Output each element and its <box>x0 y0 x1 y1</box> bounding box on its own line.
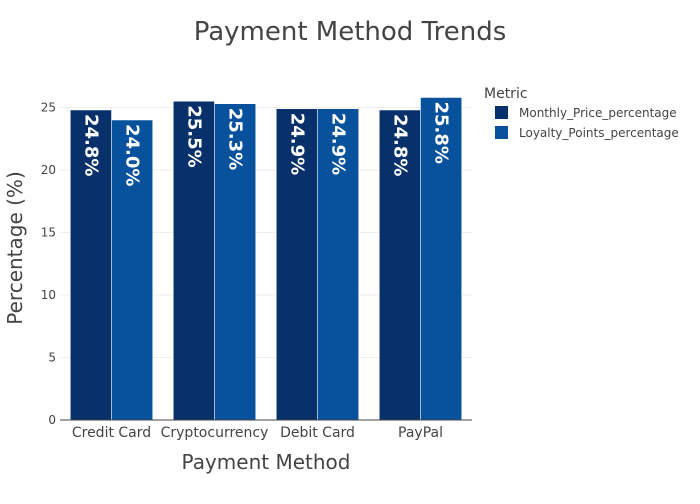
bar-value-label: 24.8% <box>389 114 410 176</box>
legend-swatch <box>495 106 508 119</box>
bar <box>276 108 318 421</box>
y-tick-label: 5 <box>48 351 56 365</box>
legend-title: Metric <box>484 86 528 102</box>
bars <box>70 97 462 421</box>
bar-value-label: 24.9% <box>286 113 307 175</box>
bar-value-label: 25.8% <box>431 102 452 164</box>
legend-item[interactable]: Monthly_Price_percentage <box>495 106 677 120</box>
bar-value-label: 24.8% <box>80 114 101 176</box>
y-tick-label: 15 <box>41 226 56 240</box>
x-axis-title: Payment Method <box>182 450 351 474</box>
bar-value-label: 25.5% <box>183 105 204 167</box>
bar <box>173 101 215 421</box>
bar-labels: 24.8% 24.0% 25.5% 25.3% 24.9% 24.9% 24.8% 25.8% <box>80 102 451 187</box>
x-tick-label: PayPal <box>398 425 443 441</box>
bar-value-label: 25.3% <box>225 108 246 170</box>
y-tick-label: 10 <box>41 288 56 302</box>
legend-item[interactable]: Loyalty_Points_percentage <box>495 126 679 140</box>
x-tick-label: Cryptocurrency <box>161 425 269 441</box>
bar <box>214 103 256 421</box>
y-axis-title: Percentage (%) <box>3 171 27 324</box>
legend: Metric Monthly_Price_percentage Loyalty_P… <box>484 86 679 140</box>
bar <box>379 109 421 421</box>
bar <box>70 109 112 421</box>
legend-label: Monthly_Price_percentage <box>519 106 677 120</box>
legend-swatch <box>495 126 508 139</box>
chart-title: Payment Method Trends <box>194 17 507 47</box>
legend-label: Loyalty_Points_percentage <box>519 126 679 140</box>
y-tick-label: 0 <box>48 413 56 427</box>
x-tick-label: Credit Card <box>72 425 151 441</box>
bar <box>317 108 359 421</box>
y-axis-ticks: 0 5 10 15 20 25 <box>41 101 56 428</box>
y-tick-label: 20 <box>41 163 56 177</box>
bar <box>111 119 153 421</box>
x-tick-label: Debit Card <box>280 425 355 441</box>
bar <box>420 97 462 421</box>
bar-value-label: 24.9% <box>328 113 349 175</box>
x-axis-ticks: Credit Card Cryptocurrency Debit Card PayPa… <box>72 425 443 441</box>
y-tick-label: 25 <box>41 101 56 115</box>
bar-value-label: 24.0% <box>122 124 143 186</box>
